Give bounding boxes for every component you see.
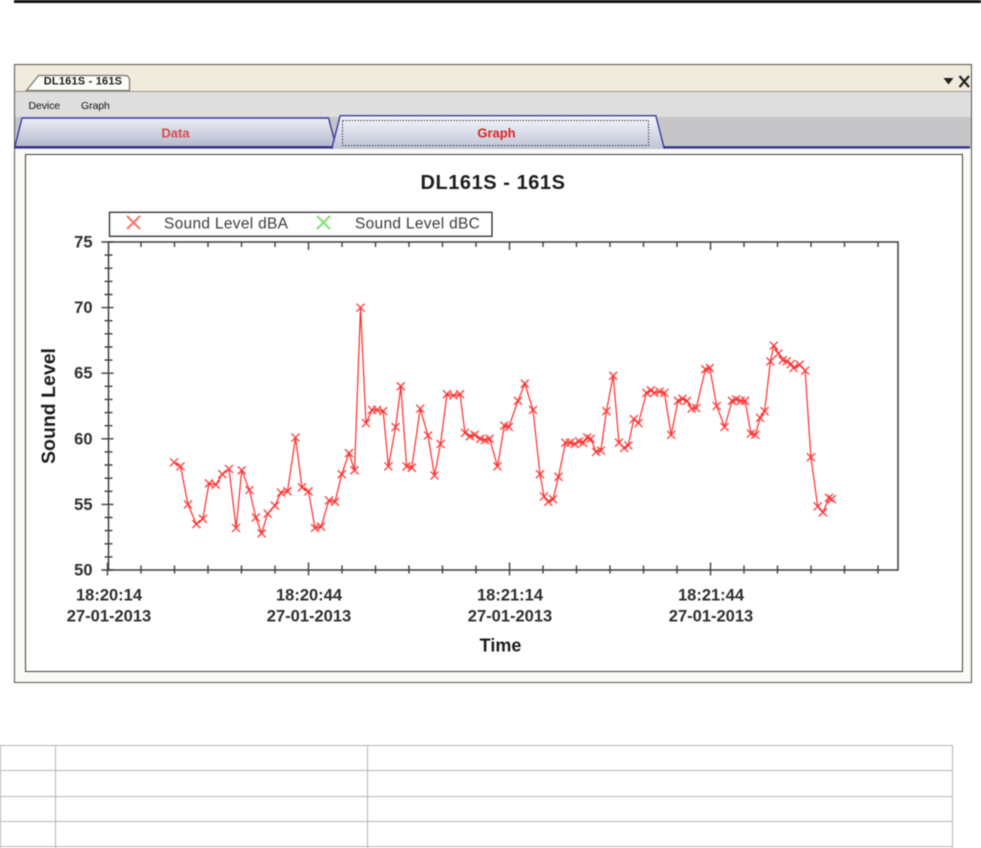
svg-text:18:21:14: 18:21:14 [477, 587, 544, 605]
svg-text:70: 70 [74, 299, 92, 317]
svg-text:Device: Device [29, 100, 61, 112]
svg-text:Data: Data [161, 126, 190, 141]
svg-text:Graph: Graph [477, 126, 515, 141]
svg-text:Graph: Graph [81, 100, 110, 112]
svg-text:27-01-2013: 27-01-2013 [669, 608, 753, 626]
svg-text:65: 65 [74, 365, 92, 383]
svg-text:DL161S - 161S: DL161S - 161S [420, 172, 565, 194]
svg-text:Sound Level dBA: Sound Level dBA [164, 216, 289, 233]
svg-text:Sound Level dBC: Sound Level dBC [355, 216, 480, 233]
svg-text:55: 55 [74, 496, 92, 514]
svg-text:18:20:44: 18:20:44 [276, 587, 343, 605]
svg-text:27-01-2013: 27-01-2013 [67, 608, 151, 626]
svg-text:27-01-2013: 27-01-2013 [267, 608, 351, 626]
svg-text:Time: Time [480, 636, 522, 656]
svg-text:18:20:14: 18:20:14 [76, 587, 143, 605]
svg-text:18:21:44: 18:21:44 [678, 587, 745, 605]
svg-text:27-01-2013: 27-01-2013 [468, 608, 552, 626]
svg-text:DL161S - 161S: DL161S - 161S [44, 76, 122, 88]
svg-text:50: 50 [74, 562, 92, 580]
svg-text:60: 60 [74, 430, 92, 448]
svg-text:Sound Level: Sound Level [38, 348, 60, 464]
svg-text:75: 75 [74, 234, 92, 252]
